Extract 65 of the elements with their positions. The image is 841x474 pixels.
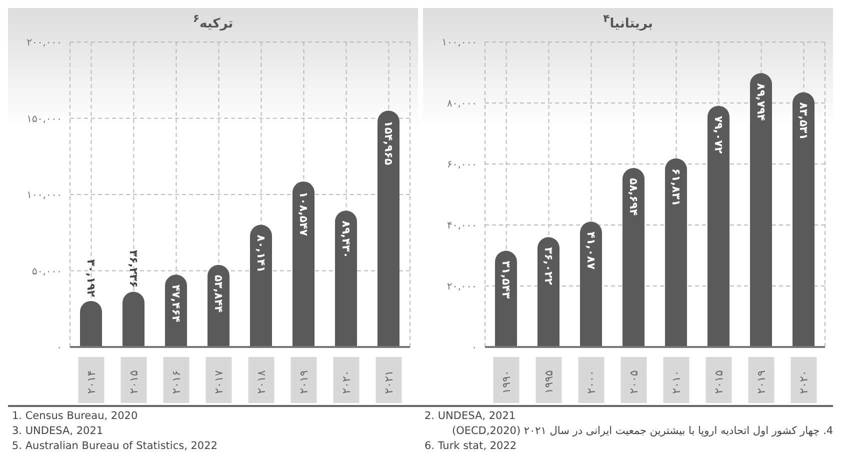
data-label: ۸۳,۵۳۱: [797, 102, 810, 140]
x-tick-label: ۲۰۱۵: [127, 370, 140, 394]
bar: [80, 300, 102, 347]
data-label: ۵۸,۶۹۴: [627, 178, 640, 216]
x-tick-label: ۲۰۱۰: [670, 370, 683, 394]
bar: [292, 181, 314, 347]
chart-title: ترکیه$^{۶}$: [192, 11, 234, 32]
data-label: ۱۵۴,۹۶۵: [382, 120, 395, 166]
data-label: ۸۹,۴۳۰: [340, 220, 352, 258]
bar: [665, 158, 687, 347]
bar: [750, 73, 772, 347]
x-tick-label: ۲۰۱۹: [754, 370, 768, 394]
text: 3. UNDESA, 2021: [12, 424, 104, 439]
bar: [538, 237, 560, 347]
x-tick-label: ۱۹۹۰: [500, 370, 513, 394]
data-label: ۶۱,۸۳۱: [670, 168, 682, 206]
x-tick-label: ۲۰۰۰: [584, 370, 598, 394]
data-label: ۷۹,۰۷۲: [712, 116, 725, 154]
x-tick-label: ۲۰۱۷: [212, 370, 226, 394]
y-tick-label: ۱۵۰,۰۰۰: [26, 114, 62, 125]
bar: [495, 250, 517, 347]
x-tick-label: ۲۰۱۸: [254, 370, 268, 394]
y-tick-label: ۸۰,۰۰۰: [446, 98, 477, 110]
data-label: ۴۷,۴۶۴: [170, 284, 182, 323]
bar: [792, 92, 814, 347]
data-label: ۸۹,۷۹۴: [754, 83, 768, 122]
x-tick-label: ۲۰۱۵: [712, 370, 726, 394]
x-tick-label: ۲۰۲۱: [382, 370, 396, 394]
data-label: ۳۶,۰۲۲: [542, 247, 555, 286]
data-label: ۴۱,۰۸۷: [584, 232, 598, 270]
x-tick-label: ۲۰۲۰: [340, 370, 353, 394]
y-tick-label: ۰: [56, 342, 62, 354]
text: 4. چهار کشور اول اتحادیه اروپا با بیشترین جمعیت ایرانی در سال ۲۰۲۱ (OECD,2020): [450, 424, 833, 439]
y-tick-label: ۰: [472, 342, 477, 354]
x-tick-label: ۲۰۰۵: [627, 370, 640, 394]
y-tick-label: ۴۰,۰۰۰: [446, 220, 477, 232]
bar: [250, 224, 272, 347]
y-tick-label: ۱۰۰,۰۰۰: [442, 38, 477, 49]
x-tick-label: ۲۰۱۹: [297, 370, 310, 394]
data-label: ۵۳,۸۴۴: [212, 274, 225, 313]
x-tick-label: ۲۰۱۴: [84, 370, 98, 394]
bar: [622, 168, 644, 347]
text: 5. Australian Bureau of Statistics, 2022: [12, 439, 218, 454]
x-tick-label: ۲۰۱۶: [170, 370, 183, 394]
y-tick-label: ۲۰۰,۰۰۰: [26, 38, 62, 49]
y-tick-label: ۵۰,۰۰۰: [32, 266, 62, 278]
x-tick-label: ۲۰۲۰: [797, 370, 810, 394]
data-label: ۳۰,۱۹۲: [84, 259, 98, 298]
y-tick-label: ۶۰,۰۰۰: [446, 160, 477, 171]
y-tick-label: ۲۰,۰۰۰: [446, 282, 477, 293]
bar: [378, 110, 400, 347]
data-label: ۳۶,۲۳۶: [127, 250, 140, 288]
chart-title: بریتانیا$^{۴}$: [602, 11, 654, 32]
data-label: ۳۱,۵۴۳: [500, 260, 512, 299]
data-label: ۱۰۸,۵۴۷: [297, 191, 310, 236]
bar: [580, 222, 602, 347]
bar: [708, 106, 730, 347]
data-label: ۸۰,۱۴۱: [254, 234, 268, 273]
y-tick-label: ۱۰۰,۰۰۰: [26, 190, 62, 202]
text: 6. Turk stat, 2022: [424, 439, 518, 454]
x-tick-label: ۱۹۹۵: [542, 370, 556, 394]
text: 2. UNDESA, 2021: [424, 409, 517, 424]
bar: [335, 210, 357, 347]
text: 1. Census Bureau, 2020: [12, 409, 139, 424]
bar: [122, 292, 144, 347]
